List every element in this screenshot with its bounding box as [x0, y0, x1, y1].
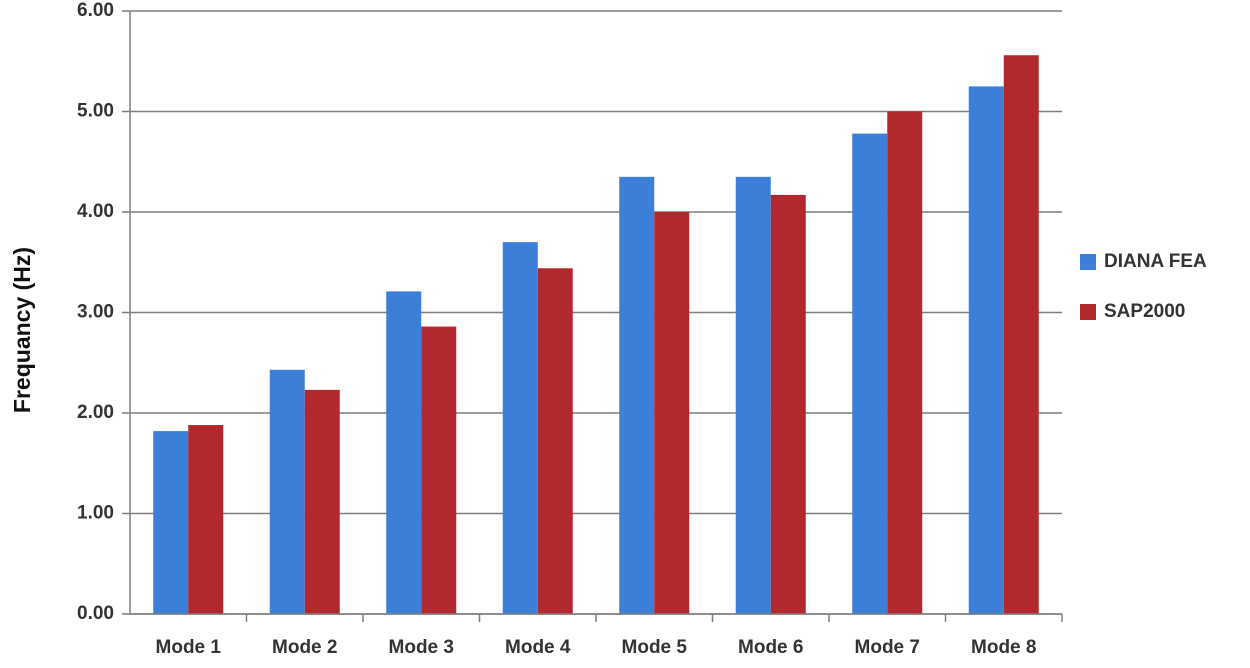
y-tick-label: 1.00	[77, 503, 114, 524]
x-tick-label: Mode 3	[389, 637, 454, 658]
y-tick-label: 4.00	[77, 201, 114, 222]
x-tick-label: Mode 2	[272, 637, 337, 658]
bar	[1003, 55, 1039, 615]
y-tick-label: 3.00	[77, 302, 114, 323]
bar	[770, 194, 806, 615]
bar	[153, 431, 189, 614]
legend-label: DIANA FEA	[1104, 251, 1207, 272]
bar	[269, 369, 305, 614]
bar	[735, 176, 771, 614]
bar	[619, 176, 655, 614]
x-tick-label: Mode 4	[505, 637, 571, 658]
x-tick-label: Mode 5	[622, 637, 688, 658]
y-tick-label: 0.00	[77, 603, 114, 624]
x-tick-label: Mode 1	[156, 637, 222, 658]
legend-swatch	[1080, 304, 1096, 320]
y-tick-label: 6.00	[77, 0, 114, 21]
bar	[502, 242, 538, 614]
bar	[537, 268, 573, 614]
y-tick-label: 5.00	[77, 101, 114, 122]
bar	[188, 425, 224, 614]
bar	[887, 111, 923, 614]
bar	[421, 326, 457, 614]
x-tick-label: Mode 7	[855, 637, 920, 658]
legend-label: SAP2000	[1104, 301, 1185, 322]
bar	[386, 291, 422, 614]
legend-swatch	[1080, 254, 1096, 270]
y-axis-label: Frequancy (Hz)	[9, 247, 35, 413]
x-tick-label: Mode 8	[971, 637, 1036, 658]
x-tick-label: Mode 6	[738, 637, 803, 658]
bar	[304, 389, 340, 614]
bar	[654, 212, 690, 614]
bar	[852, 133, 888, 615]
y-tick-label: 2.00	[77, 402, 114, 423]
bar	[968, 86, 1004, 614]
